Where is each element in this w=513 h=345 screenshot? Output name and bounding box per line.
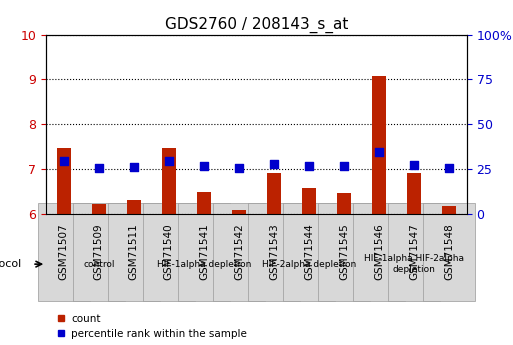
Text: HIF-1alpha HIF-2alpha
depletion: HIF-1alpha HIF-2alpha depletion <box>364 254 464 274</box>
Point <box>94 165 103 171</box>
Point <box>165 158 173 164</box>
Bar <box>337 193 351 214</box>
Point <box>305 164 313 169</box>
Title: GDS2760 / 208143_s_at: GDS2760 / 208143_s_at <box>165 17 348 33</box>
Text: HIF-1alpha depletion: HIF-1alpha depletion <box>157 260 251 269</box>
Legend: count, percentile rank within the sample: count, percentile rank within the sample <box>51 310 251 343</box>
Text: HIF-2alpha depletion: HIF-2alpha depletion <box>262 260 356 269</box>
Text: protocol: protocol <box>0 259 22 269</box>
Bar <box>442 206 457 214</box>
FancyBboxPatch shape <box>362 248 467 280</box>
Bar <box>232 210 246 214</box>
Point <box>60 158 68 164</box>
FancyBboxPatch shape <box>256 248 362 280</box>
Bar <box>162 148 176 214</box>
Point <box>410 163 419 168</box>
Bar <box>197 193 211 214</box>
Bar <box>302 188 316 214</box>
Point <box>235 165 243 171</box>
Point <box>375 149 383 155</box>
Bar <box>372 76 386 214</box>
Text: control: control <box>83 260 114 269</box>
Bar <box>127 200 141 214</box>
Bar <box>407 172 421 214</box>
Point <box>130 165 138 170</box>
Bar <box>267 172 281 214</box>
Point <box>200 164 208 169</box>
Point <box>340 164 348 169</box>
Point <box>270 161 278 166</box>
FancyBboxPatch shape <box>151 248 256 280</box>
Bar <box>92 204 106 214</box>
Point <box>445 165 453 171</box>
Bar <box>56 148 71 214</box>
FancyBboxPatch shape <box>46 248 151 280</box>
